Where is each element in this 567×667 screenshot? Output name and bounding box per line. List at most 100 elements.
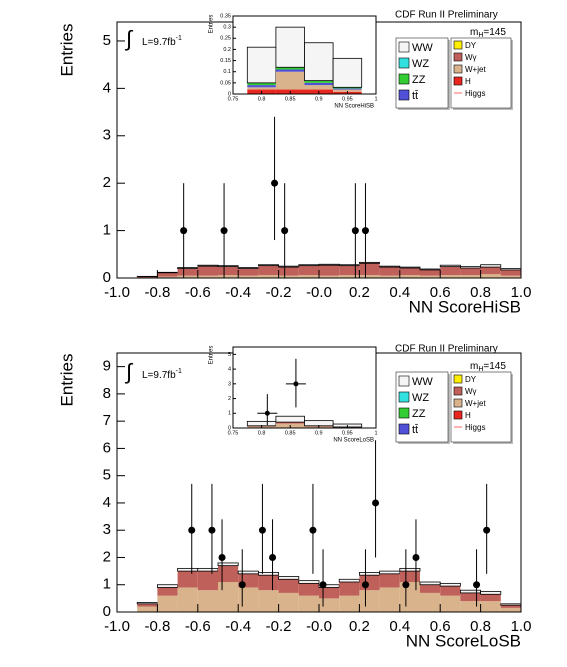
stack-segment [339,595,360,612]
x-tick-label: 0.75 [228,430,239,436]
x-axis-title: NN ScoreLoSB [333,438,374,444]
stack-segment [440,586,461,596]
legend-label: Higgs [465,423,485,432]
x-tick-label: 0.95 [342,96,353,102]
legend-swatch [398,423,410,435]
data-point [238,581,246,589]
stack-segment [339,275,360,278]
stack-segment [480,274,501,278]
data-point [412,553,420,561]
y-tick-label: 4 [103,79,111,96]
legend-label: W+jet [465,399,486,408]
header: CDF Run II Preliminary [395,10,498,21]
integral-sign: ∫ [124,26,134,51]
legend-swatch [453,76,463,86]
stack-segment [333,89,362,92]
y-tick-label: 3 [103,521,111,538]
stack-segment [177,571,198,588]
stack-segment [177,275,198,278]
legend-swatch [398,89,410,101]
stack-segment [258,265,279,276]
y-tick-label: 5 [103,32,111,49]
y-tick-label: 5 [228,352,231,358]
legend-swatch [398,407,410,419]
legend-label: Wγ [465,53,477,62]
stack-segment [460,592,481,602]
data-point [258,526,266,534]
stack-segment [500,275,521,278]
x-axis-title: NN ScoreLoSB [406,631,521,650]
stack-segment [275,26,305,68]
mass-label: mH=145 [470,27,506,39]
stack-segment [218,275,239,278]
y-tick-label: 0 [228,91,231,97]
stack-segment [338,578,360,583]
stack-segment [500,605,521,608]
stack-segment [247,85,276,88]
y-axis-title: Entries [209,15,215,34]
legend-swatch [453,410,463,420]
y-tick-label: 1 [103,576,111,593]
legend-label: DY [465,41,477,50]
x-tick-label: 0.2 [349,284,370,301]
x-tick-label: 1.0 [511,284,532,301]
y-tick-label: 0 [228,425,231,431]
stack-segment [359,263,380,276]
x-tick-label: -0.4 [225,618,251,635]
stack-segment [278,265,300,268]
y-tick-label: 0.25 [220,36,231,42]
data-point [372,499,380,507]
stack-segment [338,264,360,267]
y-tick-label: 7 [103,412,111,429]
y-tick-label: 0 [103,603,111,620]
y-axis-title: Entries [209,346,215,365]
data-point [208,526,216,534]
x-tick-label: 0.95 [342,430,353,436]
stack-segment [379,570,401,575]
stack-segment [257,264,279,267]
x-tick-label: 0.6 [430,284,451,301]
stack-segment [480,594,501,602]
stack-segment [318,263,340,266]
data-point [271,179,279,187]
stack-segment [500,269,521,276]
stack-segment [399,266,421,269]
data-point [483,526,491,534]
y-tick-label: 4 [103,494,111,511]
stack-segment [359,590,380,612]
stack-segment [237,267,259,269]
stack-segment [460,275,481,278]
mass-suffix: =145 [483,27,506,38]
stack-segment [379,573,400,588]
data-point [402,581,410,589]
header: CDF Run II Preliminary [395,344,498,355]
stack-segment [298,580,320,584]
stack-segment [339,265,360,276]
stack-segment [332,57,363,88]
stack-segment [379,587,400,612]
stack-segment [500,607,521,612]
y-tick-label: 3 [103,127,111,144]
legend-label: H [465,77,471,86]
stack-segment [358,572,380,576]
inset-background [233,347,376,428]
stack-segment [420,584,441,593]
legend-label: H [465,411,471,420]
x-tick-label: 0.9 [315,430,323,436]
stack-segment [298,595,319,612]
x-tick-label: -0.8 [144,618,170,635]
x-tick-label: 1 [374,96,377,102]
x-tick-label: 0.4 [389,284,410,301]
legend-label: WZ [412,392,429,404]
y-tick-label: 3 [228,381,231,387]
stack-segment [275,67,305,70]
x-tick-label: 0.8 [258,430,266,436]
x-tick-label: -1.0 [104,618,130,635]
x-tick-label: 0.85 [285,96,296,102]
y-tick-label: 0.05 [220,80,231,86]
stack-segment [197,264,219,267]
y-tick-label: 2 [228,396,231,402]
stack-segment [440,275,461,278]
stack-segment [420,275,441,278]
